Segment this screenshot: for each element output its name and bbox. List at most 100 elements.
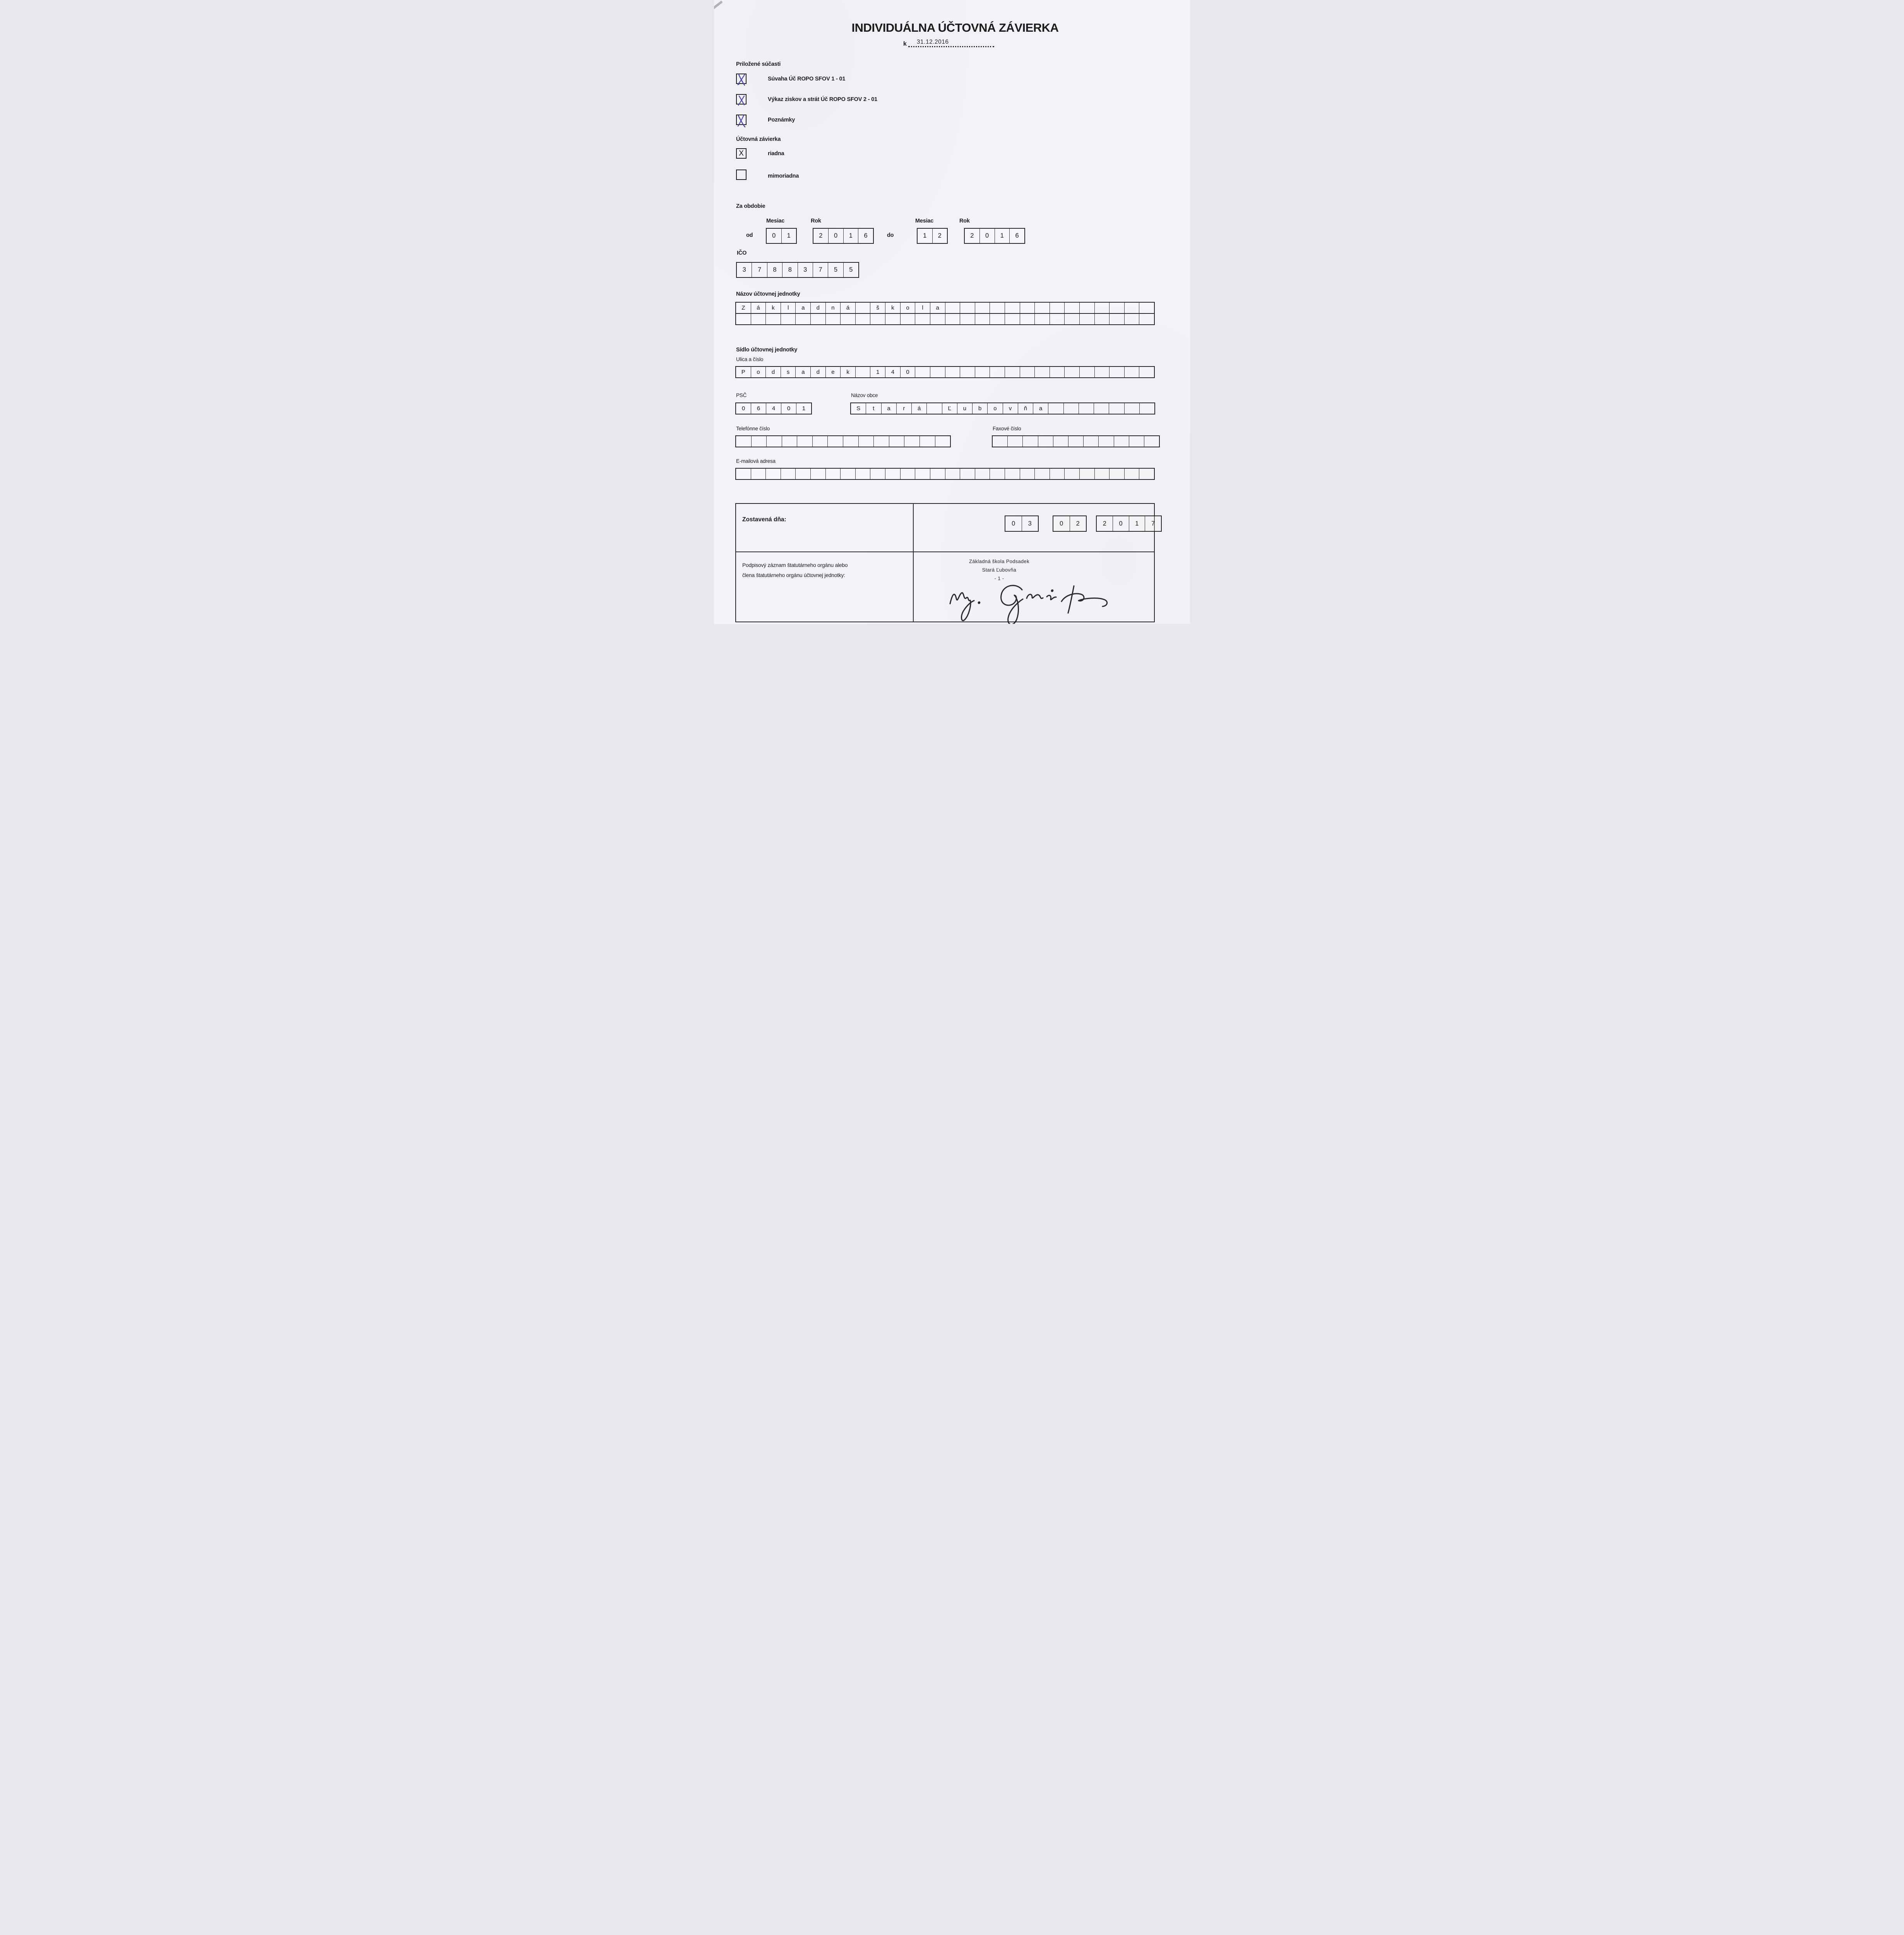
- grid-cell: 6: [1015, 232, 1019, 239]
- grid-cell: [781, 469, 796, 479]
- grid-cell: 2: [965, 229, 980, 243]
- grid-cell: d: [811, 367, 826, 377]
- grid-cell: [990, 469, 1005, 479]
- checkbox-mimoriadna: [736, 170, 747, 180]
- fax-row: [992, 435, 1160, 447]
- grid-cell: 0: [736, 403, 751, 414]
- psc-label: PSČ: [736, 392, 747, 398]
- grid-cell: [1020, 314, 1035, 324]
- grid-cell: [767, 436, 782, 447]
- grid-cell: [901, 469, 916, 479]
- handwritten-signature: [949, 585, 1108, 624]
- grid-cell: [811, 314, 826, 324]
- grid-cell: [920, 436, 935, 447]
- grid-cell: 2: [813, 229, 829, 243]
- grid-cell: e: [826, 367, 841, 377]
- grid-cell: [990, 314, 1005, 324]
- grid-cell: 1: [844, 229, 859, 243]
- grid-cell: r: [897, 403, 912, 414]
- grid-cell: [782, 436, 798, 447]
- grid-cell: [915, 367, 930, 377]
- grid-cell: [856, 314, 871, 324]
- ico-label: IČO: [737, 250, 747, 256]
- street-label: Ulica a číslo: [736, 356, 764, 362]
- table-horizontal-divider: [736, 551, 1154, 552]
- address-heading: Sídlo účtovnej jednotky: [736, 347, 798, 353]
- grid-cell: [945, 303, 961, 313]
- checkbox-vykaz: [736, 94, 747, 106]
- table-vertical-divider: [913, 504, 914, 622]
- grid-cell: o: [901, 303, 916, 313]
- grid-cell: [901, 314, 916, 324]
- grid-cell: [796, 469, 811, 479]
- grid-cell: [975, 314, 990, 324]
- grid-cell: [1038, 436, 1053, 447]
- grid-cell: [828, 436, 844, 447]
- as-of-date-value: 31.12.2016: [908, 39, 994, 47]
- grid-cell: [797, 436, 813, 447]
- grid-cell: l: [915, 303, 930, 313]
- entity-name-label: Názov účtovnej jednotky: [736, 291, 800, 297]
- grid-cell: 6: [864, 232, 868, 239]
- grid-cell: 8: [782, 263, 798, 277]
- grid-cell: n: [826, 303, 841, 313]
- grid-cell: 4: [885, 367, 901, 377]
- grid-cell: 8: [767, 263, 783, 277]
- town-label: Názov obce: [851, 392, 878, 398]
- printed-x-mark: X: [739, 149, 744, 158]
- period-heading: Za obdobie: [736, 203, 765, 209]
- grid-cell: [889, 436, 905, 447]
- grid-cell: [1095, 303, 1110, 313]
- grid-cell: á: [912, 403, 927, 414]
- grid-cell: 3: [1028, 520, 1032, 527]
- grid-cell: [1114, 436, 1129, 447]
- grid-cell: á: [751, 303, 766, 313]
- grid-cell: [736, 469, 751, 479]
- grid-cell: [1139, 303, 1154, 313]
- grid-cell: 4: [766, 403, 781, 414]
- grid-cell: [915, 314, 930, 324]
- grid-cell: 1: [802, 405, 806, 412]
- grid-cell: 0: [901, 367, 916, 377]
- grid-cell: [945, 367, 961, 377]
- grid-cell: [960, 303, 975, 313]
- signatory-statement-line-2: člena štatutárneho orgánu účtovnej jedno…: [742, 572, 845, 578]
- grid-cell: d: [811, 303, 826, 313]
- grid-cell: 7: [752, 263, 767, 277]
- scanned-form-page: INDIVIDUÁLNA ÚČTOVNÁ ZÁVIERKA k 31.12.20…: [714, 0, 1190, 624]
- fax-label: Faxové číslo: [993, 426, 1021, 432]
- handwritten-x-icon: [737, 115, 746, 128]
- date-prefix: k: [903, 41, 907, 47]
- year-label-from: Rok: [811, 218, 821, 224]
- grid-cell: [781, 314, 796, 324]
- grid-cell: [990, 303, 1005, 313]
- grid-cell: [1023, 436, 1038, 447]
- grid-cell: [1065, 469, 1080, 479]
- attachments-heading: Priložené súčasti: [736, 61, 781, 67]
- month-label-to: Mesiac: [915, 218, 934, 224]
- grid-cell: 3: [737, 263, 752, 277]
- attachment-label-suvaha: Súvaha Úč ROPO SFOV 1 - 01: [768, 76, 846, 82]
- grid-cell: a: [930, 303, 945, 313]
- grid-cell: [1035, 469, 1050, 479]
- checkbox-riadna: X: [736, 148, 747, 159]
- grid-cell: [1005, 314, 1020, 324]
- grid-cell: [1050, 303, 1065, 313]
- grid-cell: [1125, 314, 1140, 324]
- grid-cell: [870, 314, 886, 324]
- as-of-date-line: k 31.12.2016: [903, 39, 994, 47]
- grid-cell: 1: [995, 229, 1010, 243]
- grid-cell: l: [781, 303, 796, 313]
- checkbox-suvaha: [736, 74, 747, 86]
- grid-cell: 2: [1097, 516, 1113, 531]
- grid-cell: P: [736, 367, 751, 377]
- grid-cell: [1005, 303, 1020, 313]
- grid-cell: [930, 469, 945, 479]
- grid-cell: [1140, 403, 1154, 414]
